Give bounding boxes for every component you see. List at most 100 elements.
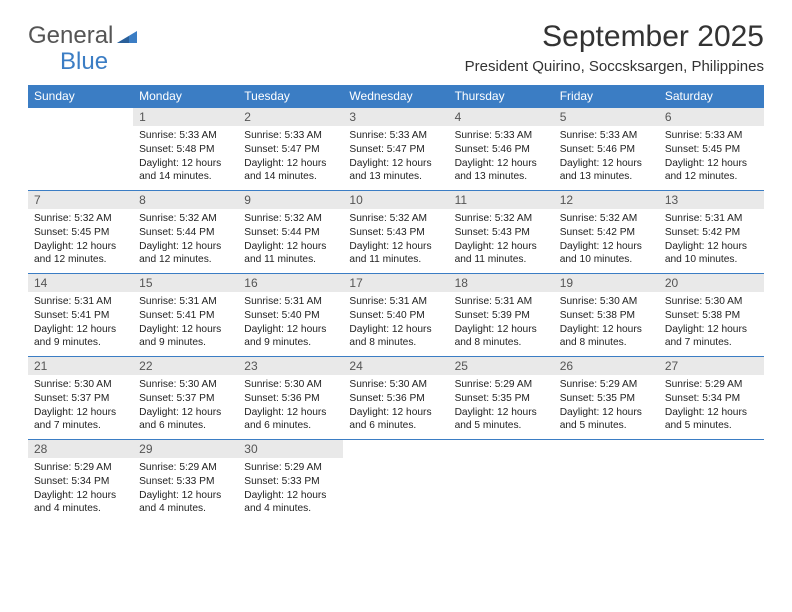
day-cell: 30Sunrise: 5:29 AMSunset: 5:33 PMDayligh… [238, 440, 343, 522]
sunrise-text: Sunrise: 5:30 AM [244, 378, 337, 392]
day-body: Sunrise: 5:29 AMSunset: 5:33 PMDaylight:… [133, 458, 238, 520]
daylight-text: Daylight: 12 hours and 6 minutes. [349, 406, 442, 434]
sunrise-text: Sunrise: 5:32 AM [34, 212, 127, 226]
daylight-text: Daylight: 12 hours and 5 minutes. [665, 406, 758, 434]
day-number: 6 [659, 108, 764, 126]
sunset-text: Sunset: 5:43 PM [455, 226, 548, 240]
sunrise-text: Sunrise: 5:33 AM [455, 129, 548, 143]
day-number: 15 [133, 274, 238, 292]
sunrise-text: Sunrise: 5:30 AM [665, 295, 758, 309]
day-cell: 17Sunrise: 5:31 AMSunset: 5:40 PMDayligh… [343, 274, 448, 356]
day-body: Sunrise: 5:32 AMSunset: 5:44 PMDaylight:… [133, 209, 238, 271]
day-number: 30 [238, 440, 343, 458]
day-number: 25 [449, 357, 554, 375]
day-cell: 19Sunrise: 5:30 AMSunset: 5:38 PMDayligh… [554, 274, 659, 356]
sunset-text: Sunset: 5:46 PM [560, 143, 653, 157]
sunset-text: Sunset: 5:33 PM [139, 475, 232, 489]
daylight-text: Daylight: 12 hours and 9 minutes. [244, 323, 337, 351]
week-row: 21Sunrise: 5:30 AMSunset: 5:37 PMDayligh… [28, 356, 764, 439]
day-cell: 8Sunrise: 5:32 AMSunset: 5:44 PMDaylight… [133, 191, 238, 273]
day-number: 11 [449, 191, 554, 209]
day-body: Sunrise: 5:33 AMSunset: 5:47 PMDaylight:… [238, 126, 343, 188]
sunrise-text: Sunrise: 5:31 AM [349, 295, 442, 309]
day-number: 23 [238, 357, 343, 375]
day-cell [659, 440, 764, 522]
day-cell: 11Sunrise: 5:32 AMSunset: 5:43 PMDayligh… [449, 191, 554, 273]
day-body: Sunrise: 5:31 AMSunset: 5:40 PMDaylight:… [238, 292, 343, 354]
week-row: 28Sunrise: 5:29 AMSunset: 5:34 PMDayligh… [28, 439, 764, 522]
dayname-sun: Sunday [28, 85, 133, 107]
day-body: Sunrise: 5:32 AMSunset: 5:43 PMDaylight:… [449, 209, 554, 271]
daylight-text: Daylight: 12 hours and 7 minutes. [665, 323, 758, 351]
day-body: Sunrise: 5:31 AMSunset: 5:40 PMDaylight:… [343, 292, 448, 354]
dayname-wed: Wednesday [343, 85, 448, 107]
sunset-text: Sunset: 5:33 PM [244, 475, 337, 489]
day-body: Sunrise: 5:29 AMSunset: 5:35 PMDaylight:… [449, 375, 554, 437]
day-cell: 9Sunrise: 5:32 AMSunset: 5:44 PMDaylight… [238, 191, 343, 273]
day-body: Sunrise: 5:30 AMSunset: 5:36 PMDaylight:… [238, 375, 343, 437]
daylight-text: Daylight: 12 hours and 13 minutes. [560, 157, 653, 185]
day-cell: 23Sunrise: 5:30 AMSunset: 5:36 PMDayligh… [238, 357, 343, 439]
sunrise-text: Sunrise: 5:30 AM [34, 378, 127, 392]
day-cell: 16Sunrise: 5:31 AMSunset: 5:40 PMDayligh… [238, 274, 343, 356]
daylight-text: Daylight: 12 hours and 6 minutes. [244, 406, 337, 434]
sunrise-text: Sunrise: 5:33 AM [665, 129, 758, 143]
sunset-text: Sunset: 5:34 PM [665, 392, 758, 406]
day-cell: 6Sunrise: 5:33 AMSunset: 5:45 PMDaylight… [659, 108, 764, 190]
sunset-text: Sunset: 5:36 PM [349, 392, 442, 406]
day-number: 14 [28, 274, 133, 292]
day-number: 20 [659, 274, 764, 292]
day-cell: 10Sunrise: 5:32 AMSunset: 5:43 PMDayligh… [343, 191, 448, 273]
sunrise-text: Sunrise: 5:32 AM [244, 212, 337, 226]
day-cell: 22Sunrise: 5:30 AMSunset: 5:37 PMDayligh… [133, 357, 238, 439]
day-body: Sunrise: 5:33 AMSunset: 5:47 PMDaylight:… [343, 126, 448, 188]
day-cell: 24Sunrise: 5:30 AMSunset: 5:36 PMDayligh… [343, 357, 448, 439]
sunset-text: Sunset: 5:38 PM [560, 309, 653, 323]
sunrise-text: Sunrise: 5:31 AM [34, 295, 127, 309]
day-cell: 25Sunrise: 5:29 AMSunset: 5:35 PMDayligh… [449, 357, 554, 439]
daylight-text: Daylight: 12 hours and 14 minutes. [139, 157, 232, 185]
day-number: 1 [133, 108, 238, 126]
dayname-tue: Tuesday [238, 85, 343, 107]
page-title: September 2025 [465, 20, 764, 54]
day-number: 8 [133, 191, 238, 209]
logo: General Blue [28, 22, 137, 50]
calendar-page: General Blue September 2025 President Qu… [0, 0, 792, 542]
day-number: 18 [449, 274, 554, 292]
day-cell: 20Sunrise: 5:30 AMSunset: 5:38 PMDayligh… [659, 274, 764, 356]
sunset-text: Sunset: 5:45 PM [34, 226, 127, 240]
day-cell: 18Sunrise: 5:31 AMSunset: 5:39 PMDayligh… [449, 274, 554, 356]
daylight-text: Daylight: 12 hours and 12 minutes. [34, 240, 127, 268]
sunrise-text: Sunrise: 5:33 AM [244, 129, 337, 143]
day-cell: 26Sunrise: 5:29 AMSunset: 5:35 PMDayligh… [554, 357, 659, 439]
day-cell: 13Sunrise: 5:31 AMSunset: 5:42 PMDayligh… [659, 191, 764, 273]
day-body: Sunrise: 5:32 AMSunset: 5:44 PMDaylight:… [238, 209, 343, 271]
sunrise-text: Sunrise: 5:29 AM [34, 461, 127, 475]
day-cell: 2Sunrise: 5:33 AMSunset: 5:47 PMDaylight… [238, 108, 343, 190]
day-number: 24 [343, 357, 448, 375]
daylight-text: Daylight: 12 hours and 12 minutes. [665, 157, 758, 185]
day-body: Sunrise: 5:32 AMSunset: 5:45 PMDaylight:… [28, 209, 133, 271]
daylight-text: Daylight: 12 hours and 11 minutes. [244, 240, 337, 268]
day-body: Sunrise: 5:33 AMSunset: 5:45 PMDaylight:… [659, 126, 764, 188]
sunrise-text: Sunrise: 5:33 AM [349, 129, 442, 143]
day-body: Sunrise: 5:32 AMSunset: 5:42 PMDaylight:… [554, 209, 659, 271]
day-number: 29 [133, 440, 238, 458]
day-body: Sunrise: 5:31 AMSunset: 5:39 PMDaylight:… [449, 292, 554, 354]
daylight-text: Daylight: 12 hours and 13 minutes. [455, 157, 548, 185]
day-body: Sunrise: 5:29 AMSunset: 5:33 PMDaylight:… [238, 458, 343, 520]
sunrise-text: Sunrise: 5:31 AM [665, 212, 758, 226]
day-cell [449, 440, 554, 522]
daylight-text: Daylight: 12 hours and 10 minutes. [665, 240, 758, 268]
week-row: 1Sunrise: 5:33 AMSunset: 5:48 PMDaylight… [28, 107, 764, 190]
day-body: Sunrise: 5:31 AMSunset: 5:42 PMDaylight:… [659, 209, 764, 271]
sunrise-text: Sunrise: 5:29 AM [560, 378, 653, 392]
weeks-container: 1Sunrise: 5:33 AMSunset: 5:48 PMDaylight… [28, 107, 764, 522]
daylight-text: Daylight: 12 hours and 4 minutes. [34, 489, 127, 517]
logo-text-general: General [28, 22, 113, 50]
daylight-text: Daylight: 12 hours and 4 minutes. [244, 489, 337, 517]
day-body: Sunrise: 5:31 AMSunset: 5:41 PMDaylight:… [133, 292, 238, 354]
sunset-text: Sunset: 5:40 PM [244, 309, 337, 323]
day-body: Sunrise: 5:30 AMSunset: 5:36 PMDaylight:… [343, 375, 448, 437]
day-body: Sunrise: 5:29 AMSunset: 5:35 PMDaylight:… [554, 375, 659, 437]
